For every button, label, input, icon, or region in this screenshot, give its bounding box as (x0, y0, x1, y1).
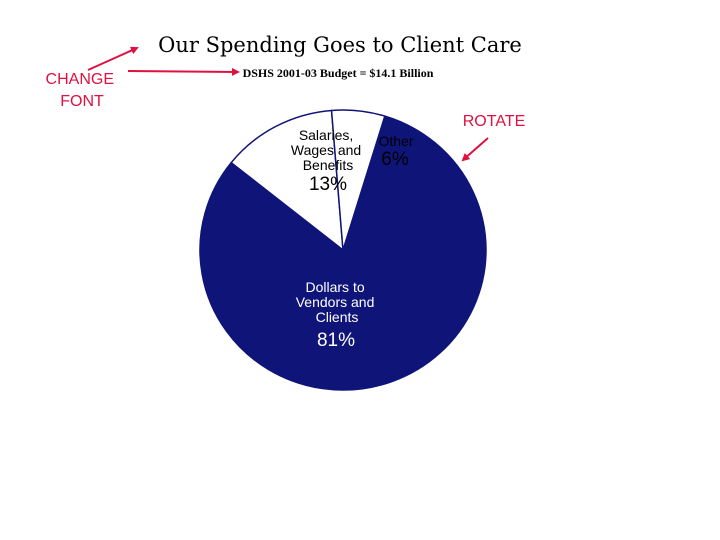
slice-value-vendors: 81% (317, 330, 355, 351)
pie-slice-other (330, 109, 386, 251)
change-font-note-line-1: CHANGE (46, 71, 114, 88)
pie-slices (199, 109, 487, 391)
slice-value-salaries: 13% (309, 174, 347, 195)
slice-label-other: Other (378, 133, 413, 149)
slice-label-vendors-line-2: Vendors and (296, 294, 375, 310)
slice-label-vendors-line-3: Clients (316, 309, 359, 325)
rotate-note: ROTATE (463, 113, 526, 130)
change-font-note: CHANGE FONT (46, 71, 119, 110)
slice-label-salaries-line-1: Salaries, (299, 127, 353, 143)
pie-slice-vendors (199, 115, 487, 391)
rotate-arrow (461, 137, 489, 162)
slice-label-vendors: Dollars to Vendors and Clients (296, 279, 379, 325)
slice-label-vendors-line-1: Dollars to (305, 279, 364, 295)
slice-label-salaries-line-3: Benefits (303, 157, 354, 173)
slice-label-salaries-line-2: Wages and (291, 142, 361, 158)
change-font-arrow-subtitle (127, 67, 240, 76)
slice-value-other: 6% (381, 149, 409, 170)
chart-title: Our Spending Goes to Client Care (158, 33, 522, 57)
chart-subtitle: DSHS 2001-03 Budget = $14.1 Billion (243, 66, 434, 80)
pie-slice-salaries (230, 109, 344, 251)
change-font-arrow-title (87, 46, 139, 71)
change-font-note-line-2: FONT (60, 93, 104, 110)
slice-label-salaries: Salaries, Wages and Benefits (291, 127, 365, 173)
